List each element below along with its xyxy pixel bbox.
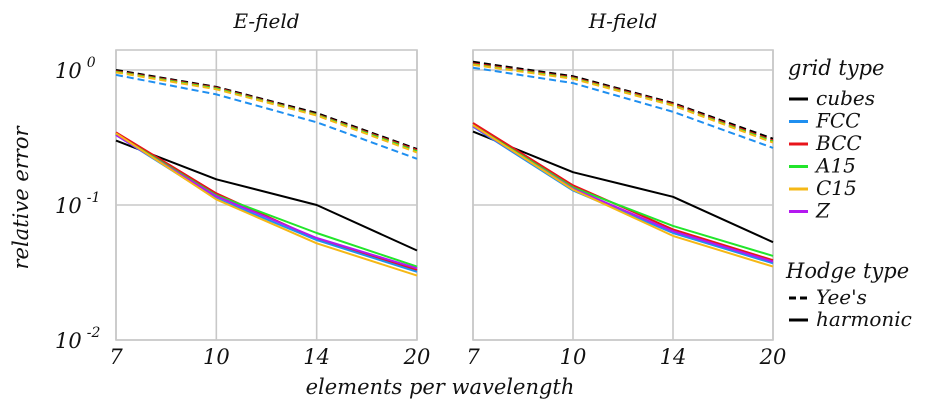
panel-title: E-field — [232, 9, 299, 33]
y-tick-label: 10 -2 — [55, 325, 100, 353]
y-tick-label: 10 0 — [55, 55, 96, 83]
panel-e-field: E-field 7 10 14 20 — [109, 9, 430, 369]
plot-frame — [472, 49, 774, 341]
series-line-fcc-yees — [472, 66, 774, 149]
series-line-cubes-harmonic — [472, 130, 774, 244]
series-line-z-harmonic — [472, 125, 774, 263]
x-tick-label: 10 — [560, 345, 587, 369]
series-line-a15-harmonic — [115, 133, 418, 268]
legend-entry-cubes: cubes — [816, 86, 875, 110]
series-line-c15-harmonic — [115, 132, 418, 277]
series-line-cubes-harmonic — [115, 139, 418, 252]
series-line-z-harmonic — [115, 134, 418, 270]
legend-entry-z: Z — [815, 199, 831, 223]
series-line-c15-yees — [115, 71, 418, 154]
panel-title: H-field — [588, 9, 658, 33]
x-tick-label: 14 — [660, 345, 687, 369]
legend-entry-fcc: FCC — [815, 109, 860, 133]
legend-entry-c15: C15 — [816, 176, 857, 200]
x-axis-label: elements per wavelength — [306, 375, 575, 399]
x-tick-label: 14 — [303, 345, 330, 369]
legend-entry-bcc: BCC — [815, 131, 862, 155]
legend-title-grid-type: grid type — [788, 56, 885, 80]
y-tick-label: 10 -1 — [55, 190, 100, 218]
plot-frame — [115, 49, 418, 341]
x-tick-label: 7 — [109, 345, 123, 369]
legend-entry-harmonic: harmonic — [816, 307, 912, 331]
series-line-cubes-yees — [115, 69, 418, 150]
panel-h-field: H-field 7 10 14 20 — [466, 9, 786, 369]
series-line-c15-harmonic — [472, 124, 774, 268]
x-tick-label: 10 — [203, 345, 230, 369]
x-tick-label: 20 — [759, 345, 787, 369]
y-axis-label: relative error — [9, 125, 33, 270]
legend-title-hodge-type: Hodge type — [785, 259, 909, 283]
series-line-cubes-yees — [472, 60, 774, 140]
legend-entry-a15: A15 — [814, 154, 856, 178]
series-line-a15-yees — [472, 63, 774, 143]
series-line-fcc-yees — [115, 73, 418, 160]
x-tick-label: 7 — [466, 345, 480, 369]
series-line-a15-harmonic — [472, 124, 774, 257]
series-line-bcc-harmonic — [115, 131, 418, 271]
legend-entry-yees: Yee's — [816, 285, 867, 309]
series-line-bcc-harmonic — [472, 122, 774, 262]
panels: E-field 7 10 14 20 H-field 7 10 14 20 — [109, 9, 786, 369]
x-tick-label: 20 — [403, 345, 431, 369]
series-line-c15-yees — [472, 63, 774, 144]
